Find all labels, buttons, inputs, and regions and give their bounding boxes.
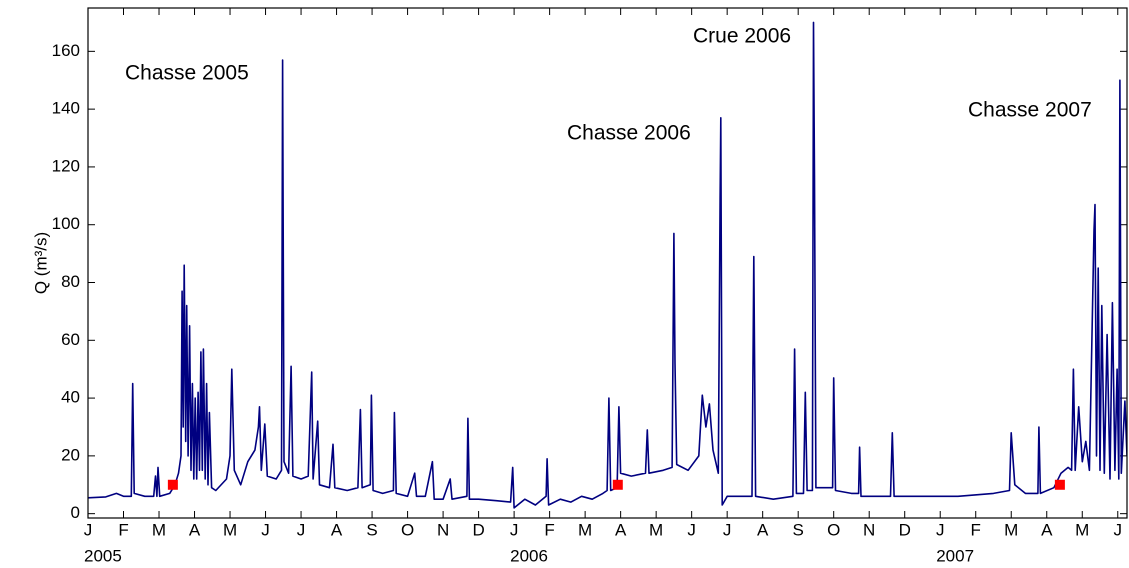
- x-tick-label: N: [863, 520, 875, 539]
- chasse-marker: [612, 479, 623, 490]
- x-tick-label: J: [297, 520, 306, 539]
- y-tick-label: 120: [52, 156, 80, 175]
- x-tick-label: F: [544, 520, 554, 539]
- x-tick-label: A: [1041, 520, 1053, 539]
- x-tick-label: J: [687, 520, 696, 539]
- y-tick-label: 0: [71, 503, 80, 522]
- x-tick-label: D: [472, 520, 484, 539]
- x-tick-label: M: [223, 520, 237, 539]
- x-tick-label: M: [152, 520, 166, 539]
- year-label: 2005: [84, 546, 122, 565]
- x-tick-label: J: [84, 520, 93, 539]
- x-tick-label: O: [827, 520, 840, 539]
- y-tick-label: 100: [52, 214, 80, 233]
- annotation: Chasse 2006: [567, 122, 691, 145]
- annotation: Chasse 2007: [968, 99, 1092, 122]
- x-tick-label: M: [1004, 520, 1018, 539]
- x-tick-label: S: [366, 520, 377, 539]
- x-tick-label: D: [899, 520, 911, 539]
- annotation: Crue 2006: [693, 25, 791, 48]
- x-tick-label: F: [971, 520, 981, 539]
- year-label: 2007: [936, 546, 974, 565]
- x-tick-label: J: [1114, 520, 1123, 539]
- x-tick-label: A: [189, 520, 201, 539]
- x-tick-label: A: [331, 520, 343, 539]
- x-tick-label: N: [437, 520, 449, 539]
- y-tick-label: 40: [61, 388, 80, 407]
- x-tick-label: J: [723, 520, 732, 539]
- x-tick-label: M: [1075, 520, 1089, 539]
- y-axis-label: Q (m³/s): [31, 232, 50, 294]
- x-tick-label: F: [118, 520, 128, 539]
- x-tick-label: S: [793, 520, 804, 539]
- data-line: [88, 21, 1127, 509]
- year-label: 2006: [510, 546, 548, 565]
- y-tick-label: 160: [52, 41, 80, 60]
- x-tick-label: J: [936, 520, 945, 539]
- x-tick-label: A: [757, 520, 769, 539]
- y-tick-label: 80: [61, 272, 80, 291]
- plot-frame: [87, 7, 1128, 519]
- chasse-marker: [1054, 479, 1065, 490]
- chasse-marker: [167, 479, 178, 490]
- y-tick-label: 60: [61, 330, 80, 349]
- x-tick-label: A: [615, 520, 627, 539]
- x-tick-label: J: [510, 520, 519, 539]
- x-tick-label: O: [401, 520, 414, 539]
- x-tick-label: M: [649, 520, 663, 539]
- annotation: Chasse 2005: [125, 62, 249, 85]
- y-tick-label: 140: [52, 99, 80, 118]
- x-tick-label: J: [261, 520, 270, 539]
- y-tick-label: 20: [61, 445, 80, 464]
- x-tick-label: M: [578, 520, 592, 539]
